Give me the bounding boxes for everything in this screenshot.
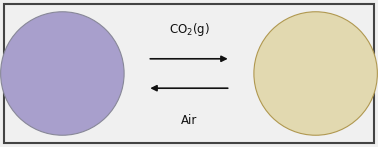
Text: CO$_2$(g): CO$_2$(g) bbox=[169, 21, 209, 38]
Circle shape bbox=[1, 12, 124, 135]
Circle shape bbox=[254, 12, 377, 135]
Text: Air: Air bbox=[181, 114, 197, 127]
